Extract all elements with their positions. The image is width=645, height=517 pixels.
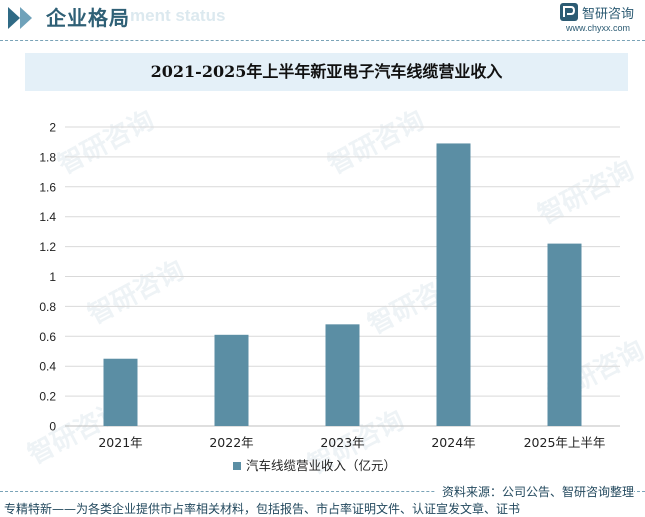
watermark-text: 智研咨询 — [83, 254, 189, 330]
y-tick-label: 1.8 — [39, 150, 56, 164]
y-tick-label: 1.2 — [39, 240, 56, 254]
footer-divider — [0, 491, 645, 492]
brand-logo-icon — [560, 3, 578, 21]
section-title: 企业格局 — [46, 6, 130, 30]
y-tick-label: 1.4 — [39, 210, 56, 224]
watermark-text: 智研咨询 — [323, 104, 429, 180]
chart-title: 2021-2025年上半年新亚电子汽车线缆营业收入 — [150, 62, 503, 81]
bar — [103, 358, 138, 426]
x-tick-label: 2025年上半年 — [524, 435, 606, 450]
y-tick-label: 2 — [49, 121, 56, 135]
footer-note: 专精特新——为各类企业提供市占率相关材料，包括报告、市占率证明文件、认证宣发文章… — [4, 502, 521, 516]
y-tick-label: 0.6 — [39, 330, 56, 344]
legend-label: 汽车线缆营业收入（亿元） — [246, 458, 396, 473]
source-note: 资料来源：公司公告、智研咨询整理 — [435, 483, 634, 500]
bar — [547, 243, 582, 426]
x-tick-label: 2023年 — [320, 435, 364, 450]
legend-swatch — [233, 462, 241, 470]
page-header: 企业格局 ment status 智研咨询 www.chyxx.com — [0, 0, 645, 41]
double-chevron-icon — [8, 7, 32, 29]
y-tick-label: 1 — [49, 270, 56, 284]
brand-name: 智研咨询 — [582, 7, 635, 22]
y-tick-label: 1.6 — [39, 180, 56, 194]
watermark-text: 智研咨询 — [53, 104, 159, 180]
x-tick-label: 2021年 — [98, 435, 142, 450]
y-tick-label: 0.2 — [39, 390, 56, 404]
y-tick-label: 0 — [49, 420, 56, 434]
x-tick-label: 2022年 — [209, 435, 253, 450]
y-tick-label: 0.4 — [39, 360, 56, 374]
bar — [214, 334, 249, 426]
header-divider — [0, 40, 645, 41]
x-tick-label: 2024年 — [431, 435, 475, 450]
watermark-text: 智研咨询 — [533, 154, 639, 230]
y-tick-label: 0.8 — [39, 300, 56, 314]
brand-url[interactable]: www.chyxx.com — [566, 23, 631, 33]
bar — [436, 143, 471, 426]
bar — [325, 324, 360, 426]
chart-title-band — [25, 53, 628, 91]
section-background-text: ment status — [130, 6, 226, 25]
